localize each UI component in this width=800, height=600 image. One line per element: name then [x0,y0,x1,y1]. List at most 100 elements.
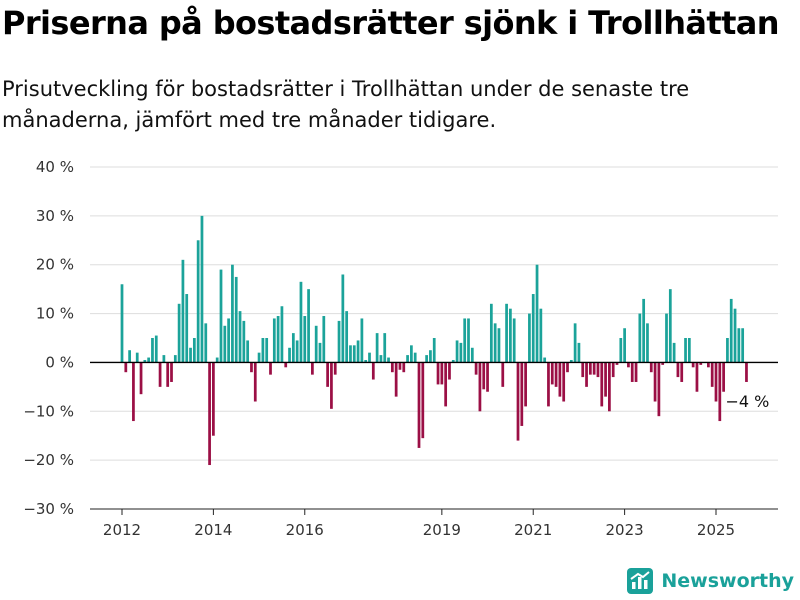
bar [181,259,185,363]
y-tick-label: −20 % [23,451,74,469]
bar [272,318,276,363]
bar [543,357,547,363]
bar [489,303,493,363]
y-tick-label: 40 % [36,158,74,176]
bar [646,323,649,363]
bar [291,333,295,363]
bar [280,306,284,363]
bar [177,303,181,363]
bar [520,362,524,426]
bar [345,311,349,363]
bar [737,328,741,363]
bar [234,276,238,363]
bar [627,362,630,368]
brand-logo: Newsworthy [627,568,794,594]
bar [436,362,440,385]
y-tick-label: −30 % [23,500,74,518]
bar [276,316,280,363]
bar [326,362,329,387]
bar [173,355,177,363]
bar [710,362,714,387]
bars [120,215,748,466]
bar [200,215,204,363]
bar [158,362,162,387]
bar-chart: 40 %30 %20 %10 %0 %−10 %−20 %−30 % 2012 2… [23,158,778,539]
bar [250,362,253,373]
bar [444,362,448,407]
bar [676,362,680,378]
bar [722,362,725,392]
bar [726,338,729,363]
bar [684,338,687,363]
bar [653,362,657,402]
bar [147,357,151,363]
bar [333,362,337,375]
bar [585,362,588,387]
bar [699,362,703,365]
bar [219,269,223,363]
bar [154,335,158,363]
bar [448,362,451,380]
bar [630,362,634,382]
bar [581,362,585,378]
bar [410,345,413,363]
bar [432,338,436,363]
bar [550,362,554,385]
bar [253,362,257,402]
y-axis-labels: 40 % 30 % 20 % 10 % 0 % −10 % −20 % −30 % [23,158,74,518]
bar [299,281,303,363]
bar [330,362,333,409]
bar [413,352,417,363]
bar [371,362,375,380]
y-tick-label: −10 % [23,402,74,420]
bar [573,323,577,363]
bar [204,323,208,363]
bar [261,338,265,363]
gridlines [90,166,778,461]
bar [714,362,718,402]
bar [124,362,128,373]
bar [619,338,623,363]
x-tick-label: 2025 [697,521,735,539]
bar [238,311,242,363]
bar [189,347,192,363]
bar [192,338,196,363]
bar [733,308,737,363]
bar [680,362,684,382]
bar [166,362,170,387]
bar [257,352,261,363]
bar [132,362,135,422]
bar [390,362,394,373]
bar [425,355,428,363]
bar [394,362,398,397]
bar [509,308,512,363]
bar [569,359,573,363]
chart-logo-icon [627,568,654,594]
bar [227,318,230,363]
bar [246,340,250,363]
bar [143,359,147,363]
bar [672,342,676,363]
bar [634,362,638,382]
bar [657,362,661,417]
bar [208,362,211,466]
bar [269,362,272,375]
bar [608,362,611,412]
bar [516,362,520,441]
bar [554,362,558,387]
bar [588,362,592,375]
bar [383,333,387,363]
bar [691,362,695,368]
bar [596,362,600,378]
last-value-label: −4 % [725,392,769,411]
bar [497,328,501,363]
bar [665,313,668,363]
bar [562,362,566,402]
bar [417,362,421,448]
bar [539,308,543,363]
bar [478,362,482,412]
bar [337,320,341,363]
bar [349,345,352,363]
bar [295,340,299,363]
bar [505,303,508,363]
